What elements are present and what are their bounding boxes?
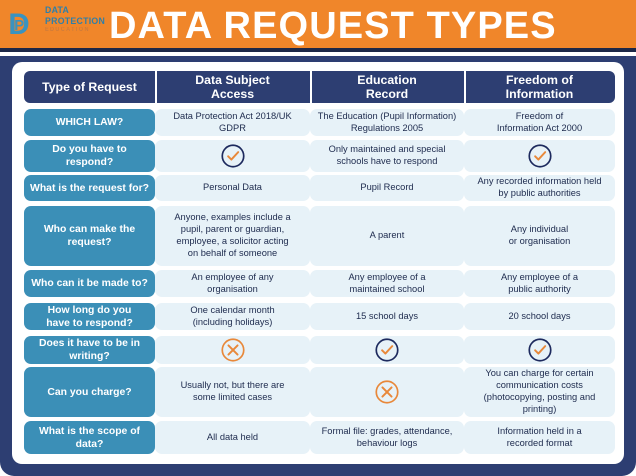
svg-text:P: P [14, 18, 24, 34]
